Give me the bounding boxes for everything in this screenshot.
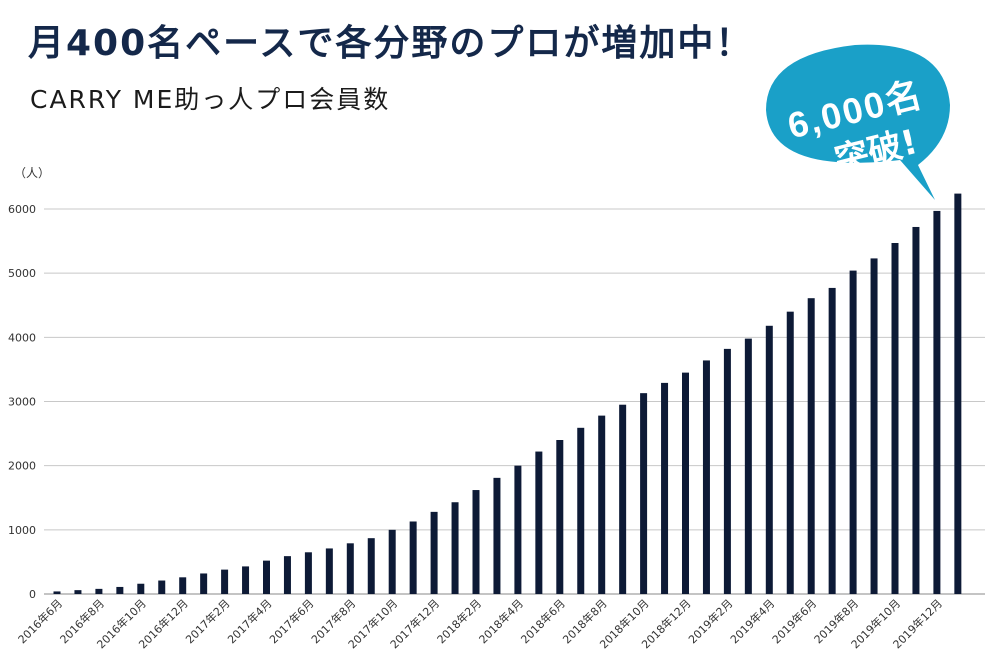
bar <box>409 521 417 594</box>
bar <box>598 415 606 594</box>
bar <box>472 490 480 594</box>
bar <box>346 543 354 594</box>
bar <box>514 465 522 594</box>
bar <box>577 427 585 594</box>
y-tick-label: 2000 <box>8 460 36 473</box>
bar <box>179 577 187 594</box>
bar <box>53 591 61 594</box>
y-tick-labels: 0 1000 2000 3000 4000 5000 6000 <box>8 203 36 601</box>
bar <box>388 529 396 594</box>
bar <box>933 210 941 595</box>
bar <box>304 552 312 594</box>
bar <box>807 298 815 594</box>
bar <box>158 580 166 594</box>
bar <box>682 372 689 594</box>
bar <box>451 502 459 594</box>
bar <box>870 258 878 594</box>
bar <box>263 560 270 594</box>
y-tick-label: 0 <box>29 588 36 601</box>
bar <box>891 243 899 594</box>
bar <box>137 583 145 594</box>
bar <box>786 311 794 594</box>
bar <box>702 360 710 594</box>
bar <box>283 556 291 594</box>
bar <box>325 548 333 594</box>
y-tick-label: 3000 <box>8 396 36 409</box>
callout-shape <box>766 44 950 201</box>
bar <box>828 287 836 594</box>
bar <box>744 338 752 594</box>
bar <box>912 226 920 594</box>
bar <box>242 566 250 594</box>
bar <box>200 573 208 594</box>
bar <box>849 270 857 594</box>
bar <box>74 590 82 594</box>
y-axis-label: （人） <box>14 166 50 180</box>
bar <box>116 586 124 594</box>
bar <box>723 348 731 594</box>
y-tick-label: 6000 <box>8 203 36 216</box>
bars <box>53 193 962 595</box>
bar <box>493 477 501 594</box>
page-title: 月400名ペースで各分野のプロが増加中！ <box>28 23 754 64</box>
bar <box>556 440 564 594</box>
y-tick-label: 1000 <box>8 524 36 537</box>
bar <box>430 511 438 594</box>
bar <box>619 404 627 594</box>
bar <box>367 538 375 594</box>
bar <box>221 569 229 594</box>
bar <box>640 393 648 594</box>
page-subtitle: CARRY ME助っ人プロ会員数 <box>30 85 391 114</box>
bar <box>535 451 543 594</box>
bar <box>765 325 773 594</box>
y-tick-label: 4000 <box>8 331 36 344</box>
y-tick-label: 5000 <box>8 267 36 280</box>
bar <box>954 193 962 594</box>
bar <box>661 382 669 594</box>
bar <box>95 588 103 594</box>
